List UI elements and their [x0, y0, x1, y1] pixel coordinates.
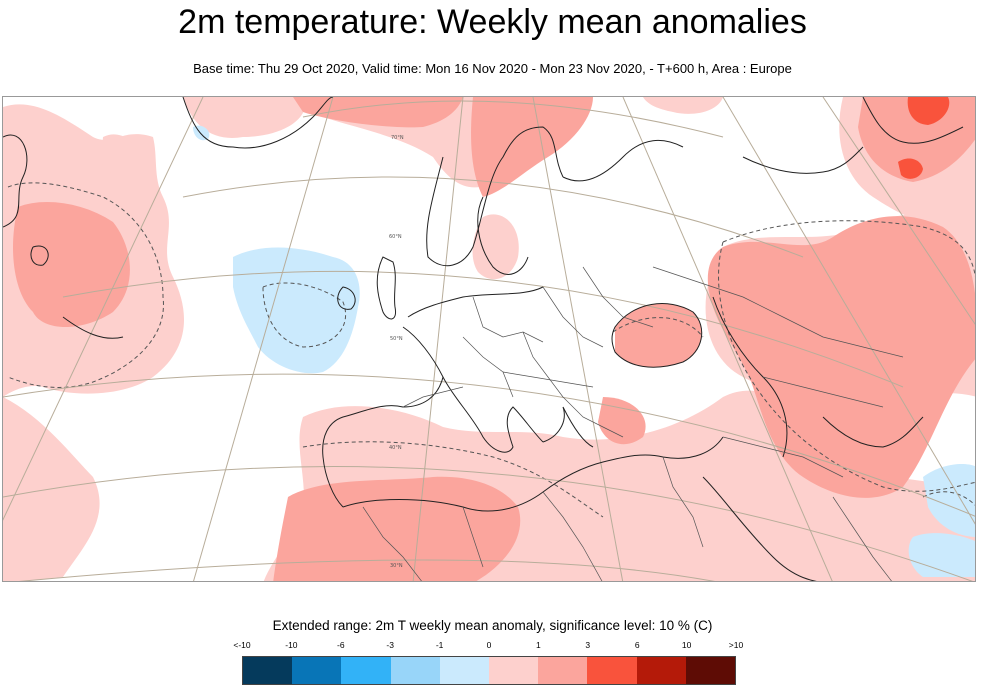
legend-tick-label: 10 [681, 640, 692, 650]
map-canvas: 70°N 60°N 50°N 40°N 30°N [3, 97, 975, 581]
legend-title: Extended range: 2m T weekly mean anomaly… [272, 618, 713, 633]
latitude-labels: 70°N 60°N 50°N 40°N 30°N [389, 135, 404, 569]
significance-contours [7, 182, 975, 518]
latitude-label-50: 50°N [390, 336, 403, 342]
legend-tick-labels: <-10 -10 -6 -3 -1 0 1 3 6 10 >10 [233, 640, 743, 652]
legend-tick-label: 3 [585, 640, 591, 650]
legend-swatch [538, 657, 588, 684]
legend-swatch [243, 657, 293, 684]
moderate-warm-anomaly-regions [13, 97, 975, 581]
legend-tick-label: 0 [486, 640, 492, 650]
legend-tick-label: >10 [728, 640, 744, 650]
legend-swatch [439, 657, 490, 684]
legend-tick-label: -1 [435, 640, 444, 650]
graticule [3, 97, 975, 581]
legend-tick-label: 6 [634, 640, 640, 650]
legend-tick-label: -10 [285, 640, 298, 650]
legend-swatch [292, 657, 342, 684]
latitude-label-40: 40°N [389, 445, 402, 451]
legend-swatch [489, 657, 539, 684]
country-borders [362, 266, 904, 581]
weak-cold-anomaly-regions [193, 125, 975, 577]
legend-color-bar [242, 656, 736, 685]
legend-swatch [341, 657, 391, 684]
anomaly-map: 70°N 60°N 50°N 40°N 30°N [2, 96, 976, 582]
legend-swatch [587, 657, 637, 684]
chart-title: 2m temperature: Weekly mean anomalies [178, 3, 807, 41]
legend-swatch [636, 657, 686, 684]
legend-tick-label: 1 [536, 640, 541, 650]
legend-tick-label: -6 [337, 640, 345, 650]
strong-warm-anomaly-regions [898, 97, 950, 179]
chart-subtitle: Base time: Thu 29 Oct 2020, Valid time: … [193, 61, 792, 76]
legend-swatch [390, 657, 440, 684]
legend-tick-label: <-10 [233, 640, 251, 650]
latitude-label-30: 30°N [390, 563, 403, 569]
latitude-label-60: 60°N [389, 234, 402, 240]
latitude-label-70: 70°N [391, 135, 404, 141]
legend-tick-label: -3 [386, 640, 394, 650]
legend-swatch [685, 657, 736, 684]
